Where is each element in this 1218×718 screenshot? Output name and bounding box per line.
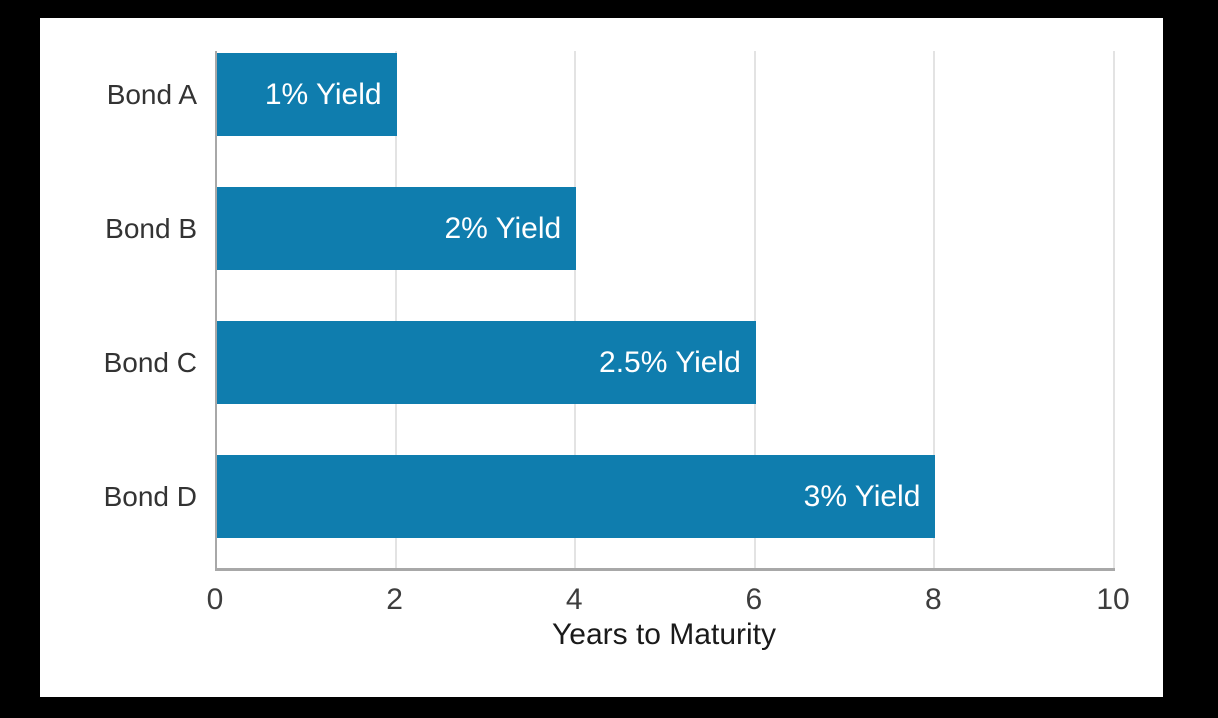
x-tick-label-6: 6 [745,583,763,616]
bar-value-label: 3% Yield [803,479,921,513]
x-axis-title: Years to Maturity [552,618,776,651]
bar-value-label: 1% Yield [264,77,382,111]
x-tick-label-2: 2 [386,583,403,616]
gridline-x-2 [394,51,397,568]
category-label-bond-d: Bond D [103,480,197,512]
gridline-x-4 [574,51,577,568]
category-label-bond-a: Bond A [106,78,197,110]
x-tick-label-8: 8 [925,583,942,616]
bar-bond-d: 3% Yield [217,455,936,538]
bar-bond-c: 2.5% Yield [217,321,756,404]
gridline-x-6 [753,51,756,568]
category-label-bond-b: Bond B [105,212,197,244]
bar-bond-b: 2% Yield [217,187,577,270]
plot-area: 1% Yield 2% Yield 2.5% Yield 3% Yield [215,51,1115,571]
gridline-x-10 [1113,51,1115,568]
x-tick-label-0: 0 [206,583,224,616]
x-tick-label-4: 4 [565,583,583,616]
x-tick-label-10: 10 [1096,583,1130,616]
bar-value-label: 2.5% Yield [599,345,741,379]
bar-value-label: 2% Yield [444,211,562,245]
bar-bond-a: 1% Yield [217,53,397,136]
chart-panel: 1% Yield 2% Yield 2.5% Yield 3% Yield Bond … [40,18,1163,697]
gridline-x-8 [933,51,936,568]
category-label-bond-c: Bond C [103,346,197,378]
